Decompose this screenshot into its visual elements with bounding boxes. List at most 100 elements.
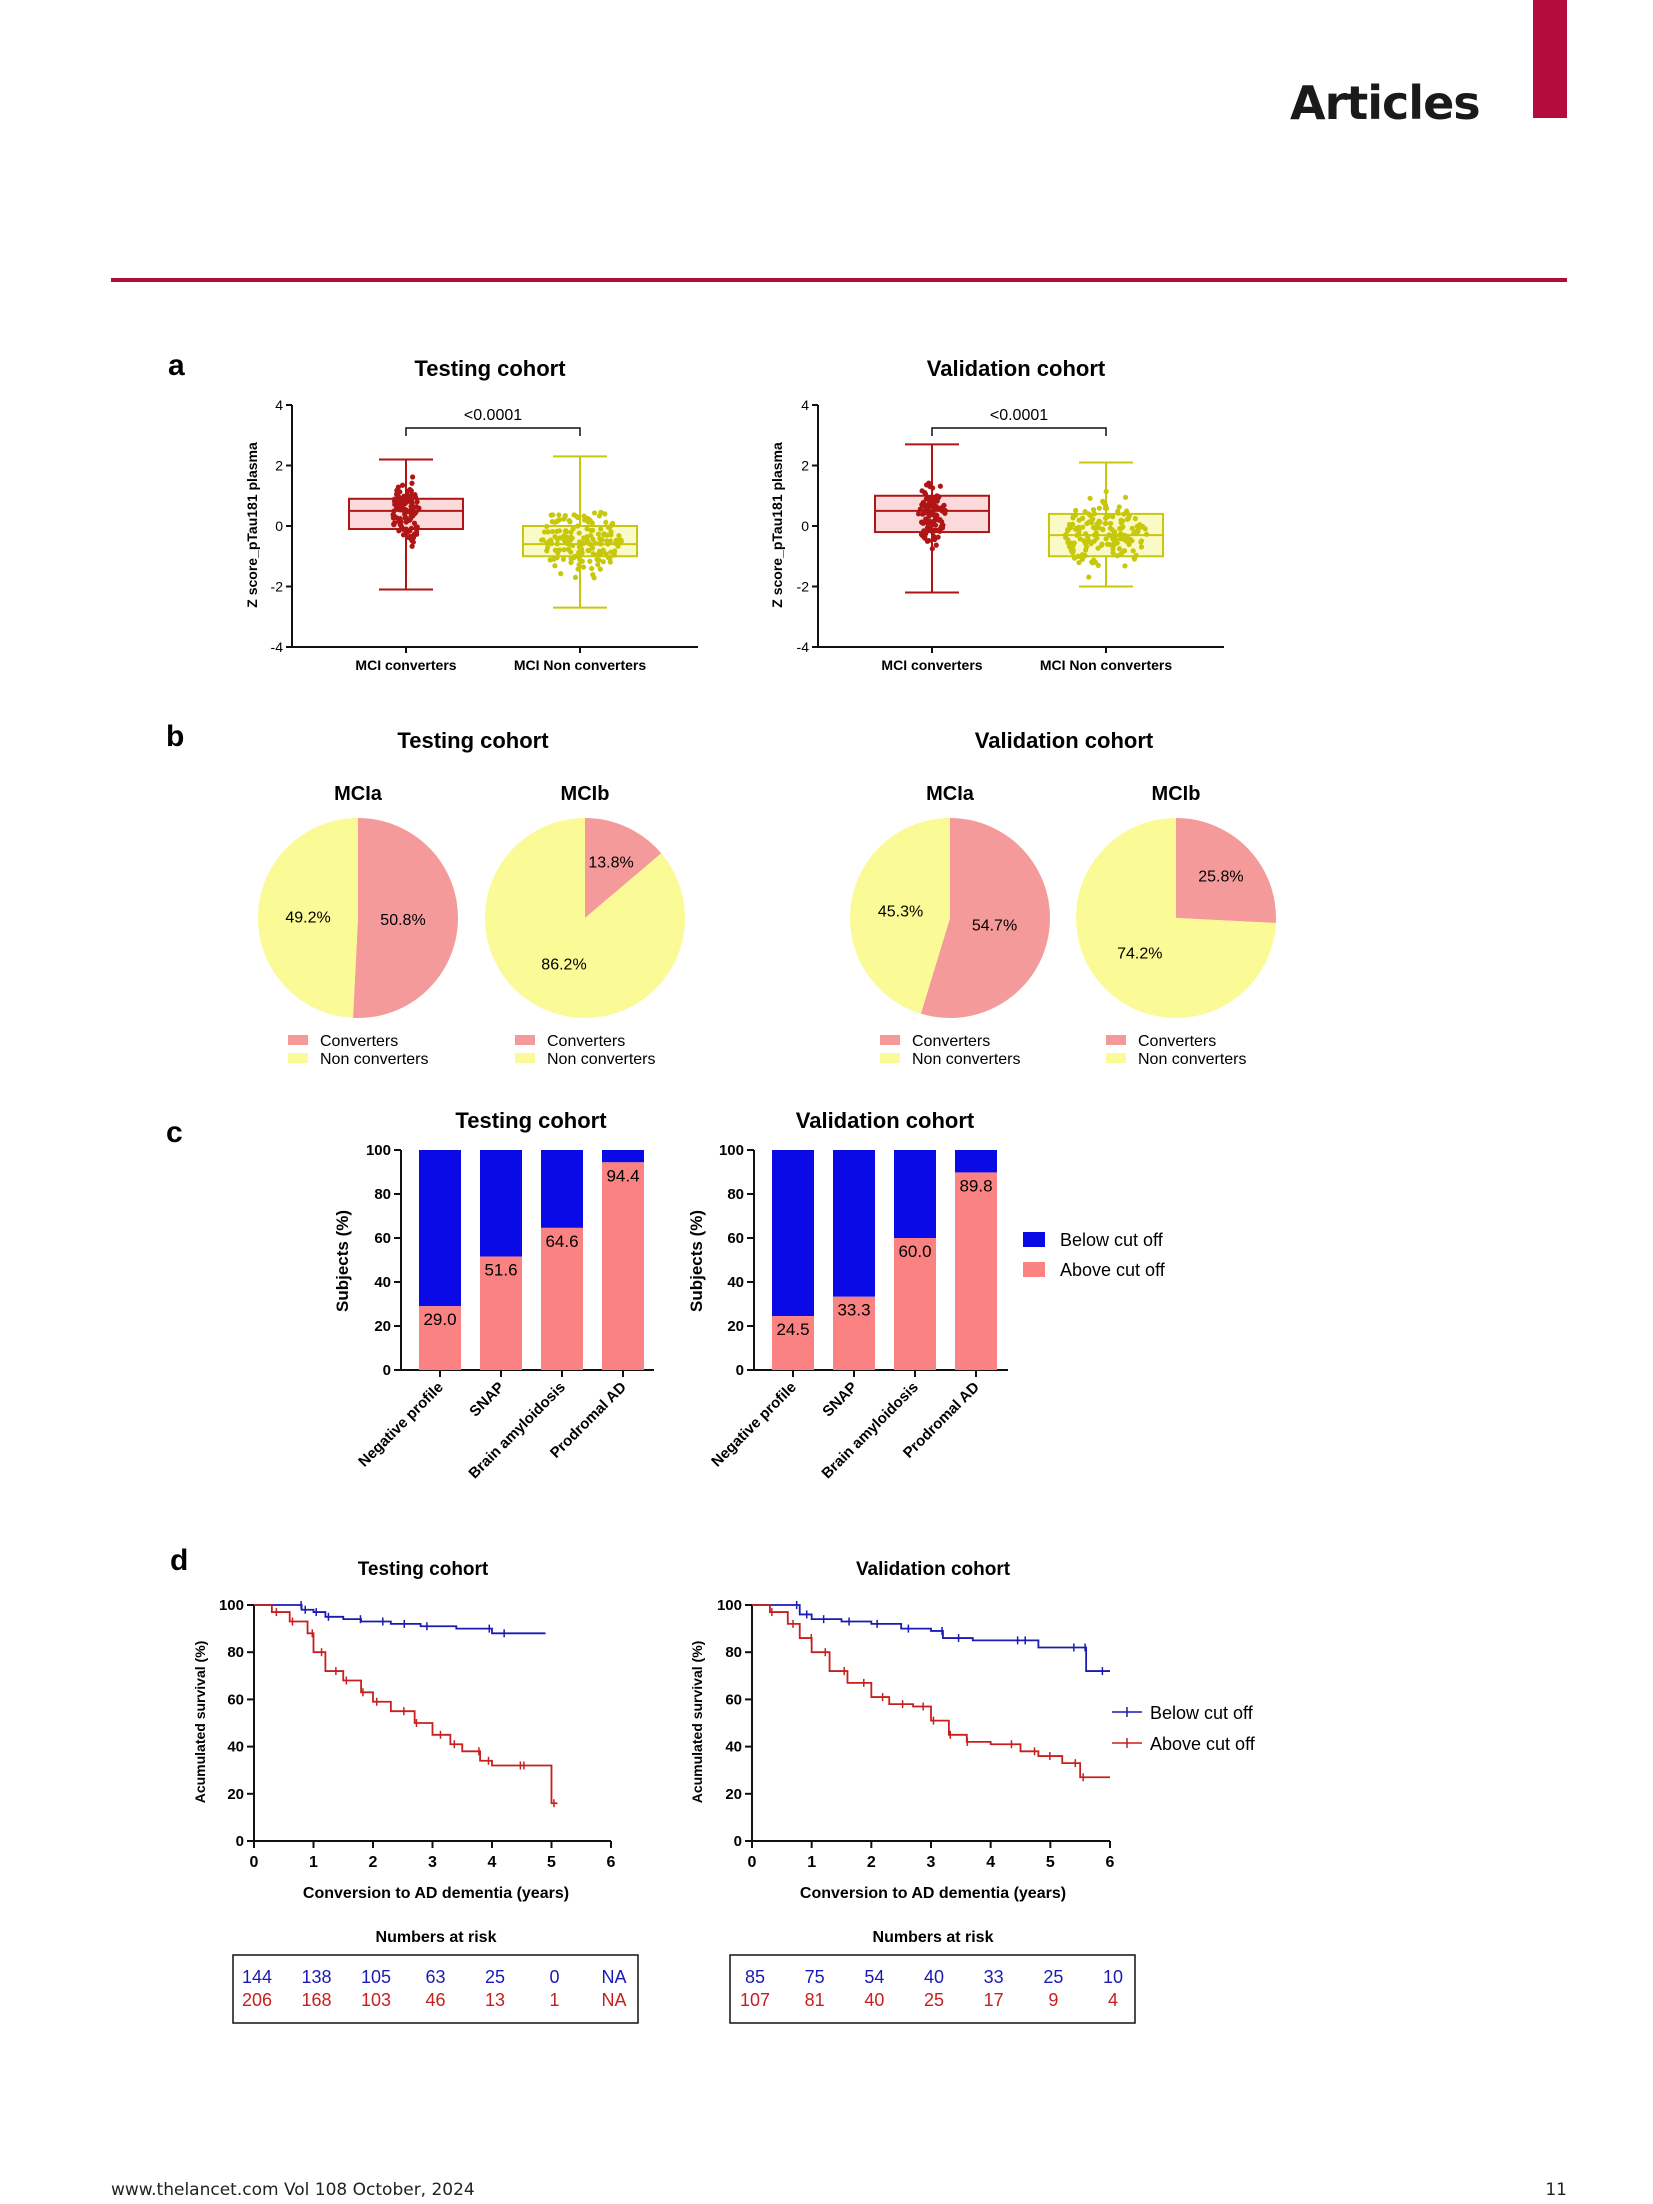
data-point [576,562,582,568]
data-point [1116,504,1122,510]
data-point [549,528,556,535]
data-point [1132,515,1138,522]
pie-subtitle: MCIa [926,783,975,805]
data-point [414,524,420,530]
y-tick-label: 20 [374,1318,391,1335]
risk-table-title: Numbers at risk [873,1929,994,1946]
data-point [1143,531,1150,537]
data-point [1070,512,1077,519]
data-point [1091,538,1097,544]
risk-count-below: 10 [1103,1967,1123,1987]
y-tick-label: 60 [227,1691,244,1708]
data-point [575,566,581,572]
data-point [603,551,609,557]
y-axis-label: Z score_pTau181 plasma [244,442,260,608]
y-tick-label: -4 [797,639,810,655]
data-point [575,523,581,529]
data-point [407,508,413,514]
data-point [549,518,555,525]
data-point [554,518,560,524]
data-point [572,574,579,580]
panel-label-d: d [170,1544,188,1577]
risk-count-above: 46 [425,1990,445,2010]
y-tick-label: 60 [725,1691,742,1708]
data-point [399,503,405,509]
risk-count-above: 17 [984,1990,1004,2010]
pie-label-converters: 25.8% [1198,868,1243,885]
y-tick-label: 100 [366,1142,391,1159]
data-point [567,519,573,525]
x-tick-label: 6 [607,1854,616,1871]
data-point [928,494,934,501]
legend-label-non-converters: Non converters [320,1051,429,1068]
pie-subtitle: MCIa [334,783,383,805]
data-point [590,536,596,542]
pie-subtitle: MCIb [561,783,610,805]
significance-bracket [405,427,581,436]
boxplot-testing: Testing cohort Z score_pTau181 plasma <0… [244,356,698,673]
data-point [409,543,415,549]
data-point [396,528,402,534]
data-point [413,494,419,500]
y-tick-label: -2 [271,579,284,595]
risk-count-below: 85 [745,1967,765,1987]
data-point [1073,507,1079,514]
data-point [391,522,397,528]
data-point [1107,542,1113,548]
data-point [1115,508,1121,515]
pie-label-converters: 54.7% [972,918,1017,935]
data-point [1107,533,1113,539]
y-tick-label: 20 [727,1318,744,1335]
y-axis-label: Z score_pTau181 plasma [769,442,785,608]
risk-count-below: 75 [805,1967,825,1987]
data-point [1076,559,1082,566]
legend-swatch-converters [515,1035,535,1045]
data-point [1103,536,1109,542]
data-point [577,539,583,545]
legend-swatch-non-converters [880,1053,900,1063]
data-point [1070,542,1076,549]
pie-label-non-converters: 45.3% [878,904,923,921]
data-point [1087,539,1093,545]
data-point [544,523,550,530]
x-tick-label: 3 [428,1854,437,1871]
significance-label: <0.0001 [464,407,522,424]
bar-below-cut-off [602,1150,644,1163]
data-point [1086,574,1092,580]
data-point [610,520,616,526]
bar-value-label: 64.6 [545,1232,578,1251]
risk-count-below: NA [601,1967,626,1987]
y-tick-label: 0 [801,518,809,534]
y-tick-label: 100 [719,1142,744,1159]
data-point [556,528,563,534]
data-point [572,553,578,560]
data-point [1063,532,1069,538]
y-tick-label: 0 [275,518,283,534]
data-point [932,505,938,512]
risk-count-above: 13 [485,1990,505,2010]
data-point [1138,544,1145,550]
bar-below-cut-off [419,1150,461,1307]
y-tick-label: 4 [275,397,283,413]
risk-count-below: 25 [1043,1967,1063,1987]
data-point [545,544,551,551]
legend-label-converters: Converters [547,1033,625,1050]
km-validation: Validation cohort Acumulated survival (%… [689,1559,1256,2024]
bars-testing: Testing cohort Subjects (%) 100 80 60 40 20 0… [333,1108,654,1482]
x-tick-label: 1 [309,1854,318,1871]
data-point [392,501,398,507]
panel-label-c: c [166,1116,183,1149]
data-point [602,511,608,517]
legend-swatch-converters [1106,1035,1126,1045]
data-point [414,499,420,505]
data-point [616,533,622,539]
risk-count-above: 1 [549,1990,559,2010]
risk-count-below: 0 [549,1967,559,1987]
data-point [541,529,548,535]
data-point [397,507,404,513]
data-point [405,493,411,499]
chart-title: Validation cohort [927,356,1106,381]
data-point [1114,553,1120,559]
data-point [1085,534,1091,540]
risk-count-above: 206 [242,1990,272,2010]
